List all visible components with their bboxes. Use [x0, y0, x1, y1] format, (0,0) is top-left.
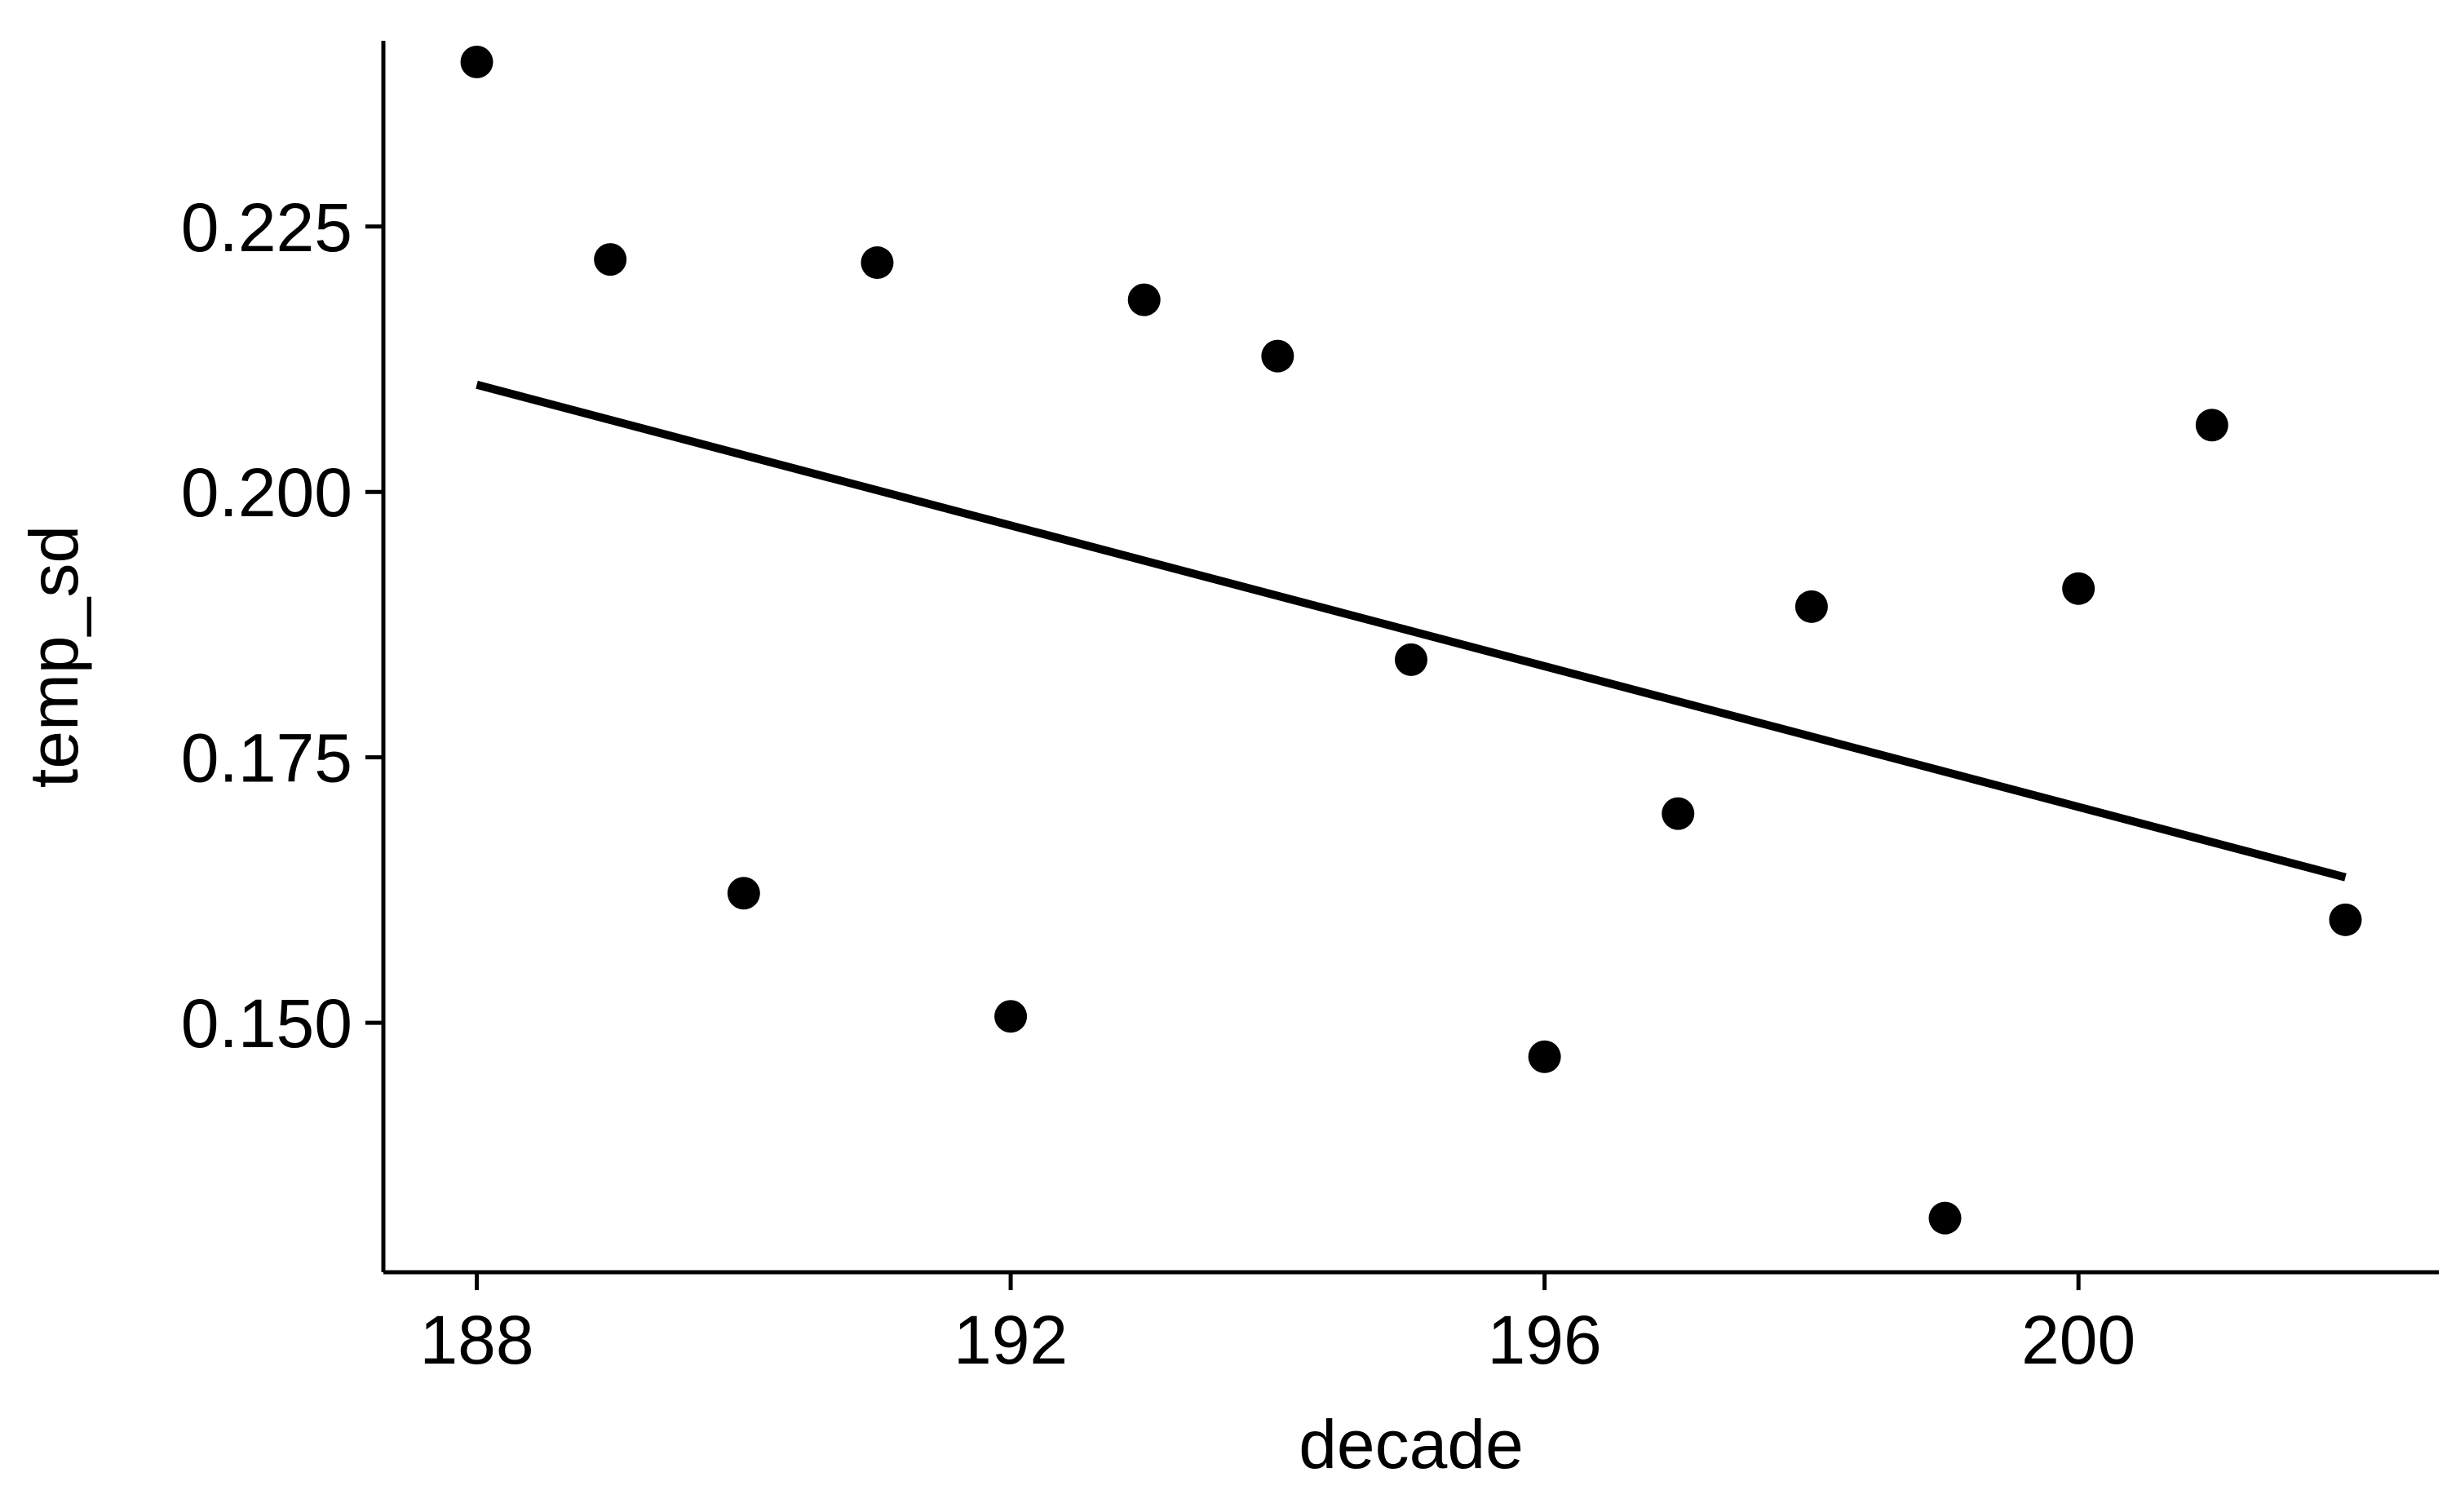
y-tick-label: 0.150 [181, 985, 352, 1062]
data-point [727, 877, 760, 910]
data-point [2062, 572, 2095, 605]
data-point [1261, 339, 1294, 373]
x-axis-ticks: 188 192 196 200 [419, 1272, 2135, 1378]
x-tick-label: 196 [1488, 1302, 1602, 1378]
data-point [2329, 903, 2362, 936]
data-point [1928, 1201, 1962, 1235]
data-point [1662, 797, 1695, 830]
x-tick-label: 200 [2021, 1302, 2135, 1378]
y-tick-label: 0.225 [181, 189, 352, 266]
data-point [861, 246, 894, 280]
data-point [994, 1000, 1028, 1033]
data-point [1395, 643, 1427, 676]
x-tick-label: 188 [419, 1302, 533, 1378]
data-point [2195, 409, 2228, 442]
y-axis-ticks: 0.150 0.175 0.200 0.225 [181, 189, 383, 1062]
data-points [460, 46, 2362, 1235]
data-point [1528, 1040, 1561, 1073]
data-point [1794, 590, 1828, 623]
y-tick-label: 0.200 [181, 454, 352, 531]
y-axis-title: temp_sd [15, 525, 92, 788]
trend-line [476, 380, 2347, 882]
data-point [1127, 283, 1161, 316]
data-point [460, 46, 493, 79]
data-point [594, 243, 627, 276]
x-tick-label: 192 [954, 1302, 1068, 1378]
y-tick-label: 0.175 [181, 720, 352, 797]
x-axis-title: decade [1299, 1406, 1524, 1483]
